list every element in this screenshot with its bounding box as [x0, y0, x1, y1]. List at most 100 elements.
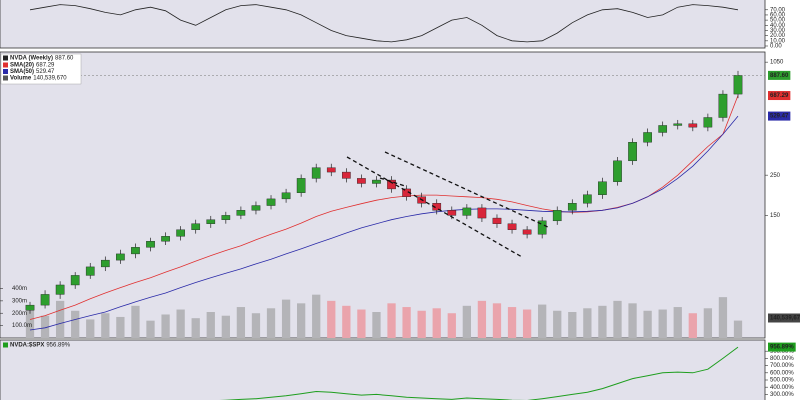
candle-body — [432, 203, 442, 211]
volume-bar — [417, 310, 426, 338]
y-tick-label: 400.00% — [770, 385, 794, 391]
y-tick-label: 60.00 — [770, 13, 786, 19]
volume-bar — [613, 300, 622, 338]
volume-bar — [583, 308, 592, 338]
last-value-box — [768, 91, 791, 101]
last-value-box — [768, 70, 791, 80]
candle-body — [40, 294, 50, 306]
candle-body — [206, 219, 216, 224]
volume-bar — [71, 310, 80, 338]
volume-bar — [387, 303, 396, 338]
candle-body — [281, 192, 291, 200]
candle-body — [507, 223, 517, 230]
candle-body — [658, 125, 668, 133]
candle-body — [25, 304, 35, 311]
last-value-label: 887.60 — [770, 73, 789, 79]
volume-bar — [176, 309, 185, 338]
volume-bar — [372, 312, 381, 338]
y-tick-label: 600.00% — [770, 370, 794, 376]
candle-body — [85, 266, 95, 276]
volume-bar — [40, 315, 50, 338]
y-tick-label: 900.00% — [770, 349, 794, 355]
y-tick-label: 70.00 — [770, 7, 786, 13]
y-tick-label: 700.00% — [770, 363, 794, 369]
candle-body — [176, 229, 185, 237]
candle-body — [673, 123, 683, 126]
legend-swatch — [3, 342, 8, 348]
candle-body — [492, 217, 502, 224]
volume-bar — [432, 308, 441, 338]
candle-body — [100, 259, 110, 268]
legend-swatch — [3, 62, 8, 68]
legend-value: 887.60 — [55, 56, 74, 62]
volume-bar — [101, 313, 110, 338]
line-group — [29, 4, 739, 43]
y-tick-label: 500.00% — [770, 378, 794, 384]
candle-body — [221, 215, 231, 220]
volume-bar — [402, 307, 411, 338]
volume-tick-label: 400m — [12, 286, 27, 292]
candle-body — [55, 284, 65, 295]
volume-bar — [191, 318, 200, 338]
volume-bar — [116, 316, 125, 338]
volume-bar — [628, 303, 637, 338]
volume-bar — [146, 320, 155, 338]
volume-bar — [25, 307, 35, 338]
legend-swatch — [3, 55, 8, 61]
candle-body — [567, 203, 577, 211]
channel-mid — [379, 177, 406, 187]
volume-tick-label: 100.0m — [12, 323, 32, 329]
candle-body — [341, 171, 351, 179]
candle-body — [643, 132, 652, 143]
last-value-label: 956.89% — [770, 345, 794, 351]
volume-bar — [688, 313, 697, 338]
candle-body — [311, 167, 321, 179]
candle-body — [357, 178, 366, 184]
legend-value: 529.47 — [36, 69, 55, 75]
y-tick-label: 40.00 — [770, 23, 786, 29]
candle-body — [583, 194, 592, 204]
candle-body — [522, 229, 532, 235]
volume-bar — [251, 313, 261, 338]
oscillator-panel — [0, 0, 766, 49]
y-tick-label: 800.00% — [770, 356, 794, 362]
volume-tick-label: 200m — [12, 311, 27, 317]
volume-bar — [492, 303, 502, 338]
candle-body — [733, 75, 743, 95]
legend-name: Volume — [10, 76, 32, 82]
candle-body — [447, 210, 457, 216]
volume-tick-label: 300m — [12, 298, 27, 304]
volume-bar — [538, 304, 547, 338]
last-value-label: 529.47 — [770, 114, 789, 120]
candle-body — [537, 220, 547, 235]
y-tick-label: 0.00 — [770, 44, 782, 50]
y-tick-label: 30.00 — [770, 28, 786, 34]
volume-bar — [568, 312, 577, 338]
y-tick-label: 10.00 — [770, 38, 786, 44]
volume-bar — [86, 319, 95, 338]
last-value-box — [768, 111, 791, 121]
volume-bar — [507, 307, 517, 338]
candle-body — [372, 179, 381, 184]
volume-bar — [342, 305, 351, 338]
volume-bar — [236, 307, 246, 338]
legend-value: 687.29 — [36, 63, 55, 69]
candle-body — [628, 142, 637, 162]
candle-body — [688, 123, 698, 128]
volume-bar — [658, 309, 667, 338]
volume-bar — [703, 308, 713, 338]
volume-bar — [598, 305, 607, 338]
volume-bar — [643, 310, 652, 338]
candle-body — [552, 210, 562, 222]
last-value-label: 687.29 — [770, 93, 789, 99]
volume-bar — [297, 303, 306, 338]
legend-value: 956.89% — [46, 343, 70, 349]
legend-value: 140,539,670 — [33, 76, 67, 82]
y-tick-label: 20.00 — [770, 33, 786, 39]
legend-name: NVDA (Weekly) — [10, 56, 53, 62]
candle-body — [131, 247, 140, 255]
candle-body — [266, 198, 276, 206]
volume-bar — [312, 294, 321, 338]
